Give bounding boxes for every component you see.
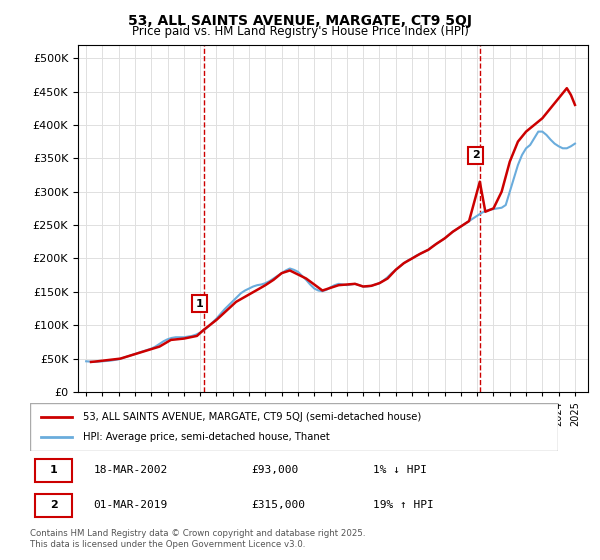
Text: £93,000: £93,000 bbox=[252, 465, 299, 475]
Text: 2: 2 bbox=[472, 150, 479, 160]
Text: Price paid vs. HM Land Registry's House Price Index (HPI): Price paid vs. HM Land Registry's House … bbox=[131, 25, 469, 38]
Text: £315,000: £315,000 bbox=[252, 501, 306, 510]
FancyBboxPatch shape bbox=[30, 403, 558, 451]
Text: 19% ↑ HPI: 19% ↑ HPI bbox=[373, 501, 434, 510]
FancyBboxPatch shape bbox=[35, 494, 72, 516]
Text: 1: 1 bbox=[196, 298, 203, 309]
Text: 18-MAR-2002: 18-MAR-2002 bbox=[94, 465, 167, 475]
FancyBboxPatch shape bbox=[35, 459, 72, 482]
Text: 53, ALL SAINTS AVENUE, MARGATE, CT9 5QJ (semi-detached house): 53, ALL SAINTS AVENUE, MARGATE, CT9 5QJ … bbox=[83, 412, 421, 422]
Text: 2: 2 bbox=[50, 501, 58, 510]
Text: Contains HM Land Registry data © Crown copyright and database right 2025.
This d: Contains HM Land Registry data © Crown c… bbox=[30, 529, 365, 549]
Text: 1% ↓ HPI: 1% ↓ HPI bbox=[373, 465, 427, 475]
Text: 01-MAR-2019: 01-MAR-2019 bbox=[94, 501, 167, 510]
Text: 1: 1 bbox=[50, 465, 58, 475]
Text: 53, ALL SAINTS AVENUE, MARGATE, CT9 5QJ: 53, ALL SAINTS AVENUE, MARGATE, CT9 5QJ bbox=[128, 14, 472, 28]
Text: HPI: Average price, semi-detached house, Thanet: HPI: Average price, semi-detached house,… bbox=[83, 432, 329, 442]
